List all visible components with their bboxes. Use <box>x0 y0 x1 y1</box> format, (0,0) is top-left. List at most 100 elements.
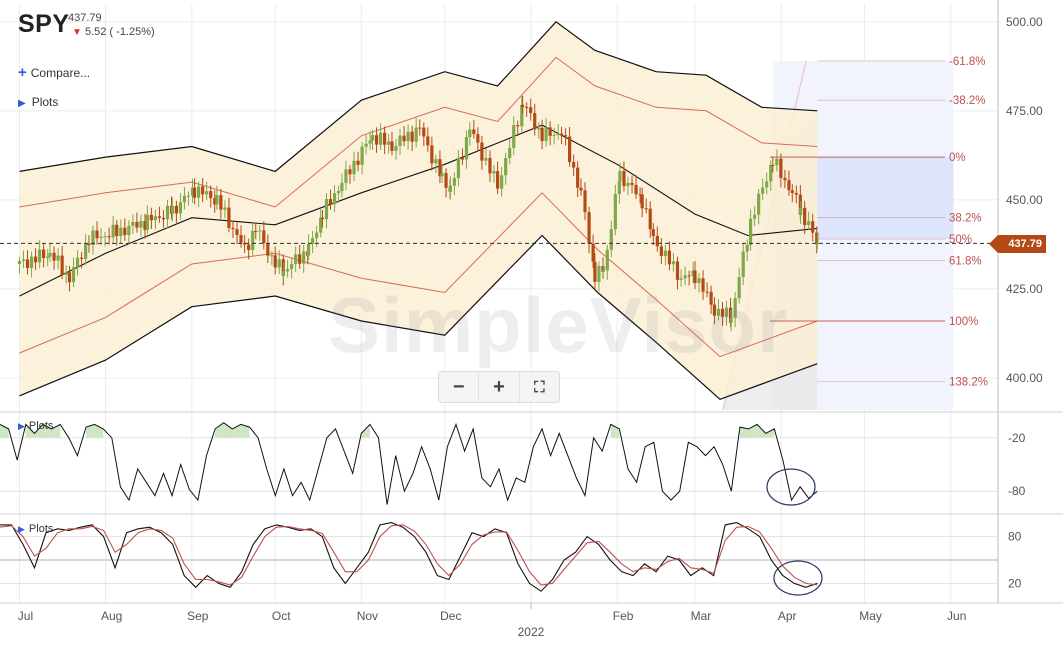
candle <box>591 234 595 268</box>
candle-body <box>716 308 721 316</box>
candle <box>239 225 243 248</box>
candle <box>418 119 422 136</box>
bollinger-upper-line <box>19 20 818 173</box>
candle <box>683 266 687 286</box>
overbought-fill <box>34 424 44 438</box>
candle <box>60 245 64 280</box>
candle-body <box>520 104 524 127</box>
candle-body <box>626 182 630 187</box>
candle-body <box>709 291 713 305</box>
overbought-fill <box>361 424 370 438</box>
candle-body <box>197 186 201 198</box>
candle-body <box>182 195 187 203</box>
candle-body <box>799 207 803 215</box>
candle <box>38 240 42 269</box>
candle <box>587 206 591 254</box>
candle <box>583 182 587 221</box>
pane2-plots-button[interactable]: ▶ Plots <box>18 420 53 432</box>
candle <box>533 103 537 136</box>
x-tick-label: May <box>859 609 882 623</box>
candle-body <box>33 256 38 263</box>
candle <box>298 244 302 269</box>
candle <box>521 95 525 114</box>
candle <box>398 128 402 155</box>
candle <box>671 252 676 272</box>
candle-body <box>186 195 191 197</box>
candle <box>492 165 496 183</box>
candle-body <box>215 195 219 205</box>
x-tick-label: Mar <box>691 609 712 623</box>
fullscreen-button[interactable]: ⛶ <box>534 378 545 396</box>
compare-button[interactable]: + Compare... <box>18 64 90 81</box>
overbought-fill <box>757 424 766 438</box>
candle <box>638 187 642 204</box>
zoom-in-button[interactable]: + <box>479 372 520 402</box>
candle <box>368 131 372 150</box>
overbought-fill <box>739 427 749 438</box>
candle <box>520 95 524 134</box>
plus-icon: + <box>18 64 27 81</box>
candle <box>464 130 469 169</box>
candle-body <box>84 243 88 259</box>
candle <box>139 214 143 237</box>
pane3-plots-button[interactable]: ▶ Plots <box>18 523 53 535</box>
candle <box>149 207 153 229</box>
candle-body <box>438 159 442 177</box>
pane3-y-tick: 20 <box>1008 576 1022 590</box>
x-tick-label: Aug <box>101 609 122 623</box>
candle-body <box>103 236 107 238</box>
candle-body <box>724 307 729 317</box>
candle-body <box>729 317 733 323</box>
candle <box>716 299 721 321</box>
candle-body <box>671 261 676 265</box>
candle <box>438 150 442 184</box>
candle-body <box>38 249 42 263</box>
candle <box>190 178 195 203</box>
candle-body <box>622 170 626 187</box>
candle-body <box>394 145 398 151</box>
zoom-out-button[interactable]: − <box>439 372 480 402</box>
candle-body <box>605 249 609 271</box>
candle-body <box>583 190 587 213</box>
candle <box>655 226 659 252</box>
candle <box>525 102 529 117</box>
candle <box>480 135 484 170</box>
candle <box>87 235 91 253</box>
y-tick-label: 400.00 <box>1006 371 1043 385</box>
candle-body <box>277 259 281 268</box>
candle <box>165 199 170 229</box>
candle <box>630 175 634 194</box>
candle <box>95 221 99 245</box>
candle-body <box>270 255 274 257</box>
fib-label: 50% <box>949 234 972 246</box>
candle-body <box>213 198 217 205</box>
stochastic-line <box>0 524 818 586</box>
candle-body <box>71 267 76 283</box>
candle-body <box>618 170 622 182</box>
candle-body <box>387 141 391 145</box>
candle <box>205 181 209 201</box>
candle-body <box>135 221 139 228</box>
candle-body <box>139 221 143 228</box>
candle <box>556 124 560 140</box>
candle-body <box>468 129 472 137</box>
plots-button[interactable]: ▶ Plots <box>18 95 58 109</box>
candle-body <box>537 127 541 130</box>
candle <box>247 238 251 260</box>
candle <box>626 176 630 196</box>
candle-body <box>67 272 72 283</box>
candle <box>99 228 103 246</box>
y-tick-label: 450.00 <box>1006 193 1043 207</box>
candle <box>648 201 652 238</box>
candle <box>340 173 344 198</box>
candle <box>579 178 583 196</box>
candle-body <box>227 207 231 228</box>
x-tick-label: Feb <box>613 609 634 623</box>
candle-body <box>512 125 516 148</box>
fib-label: 38.2% <box>949 213 982 225</box>
candle <box>691 261 695 284</box>
candle-body <box>651 229 655 236</box>
candle <box>667 241 672 271</box>
candle <box>563 128 568 146</box>
